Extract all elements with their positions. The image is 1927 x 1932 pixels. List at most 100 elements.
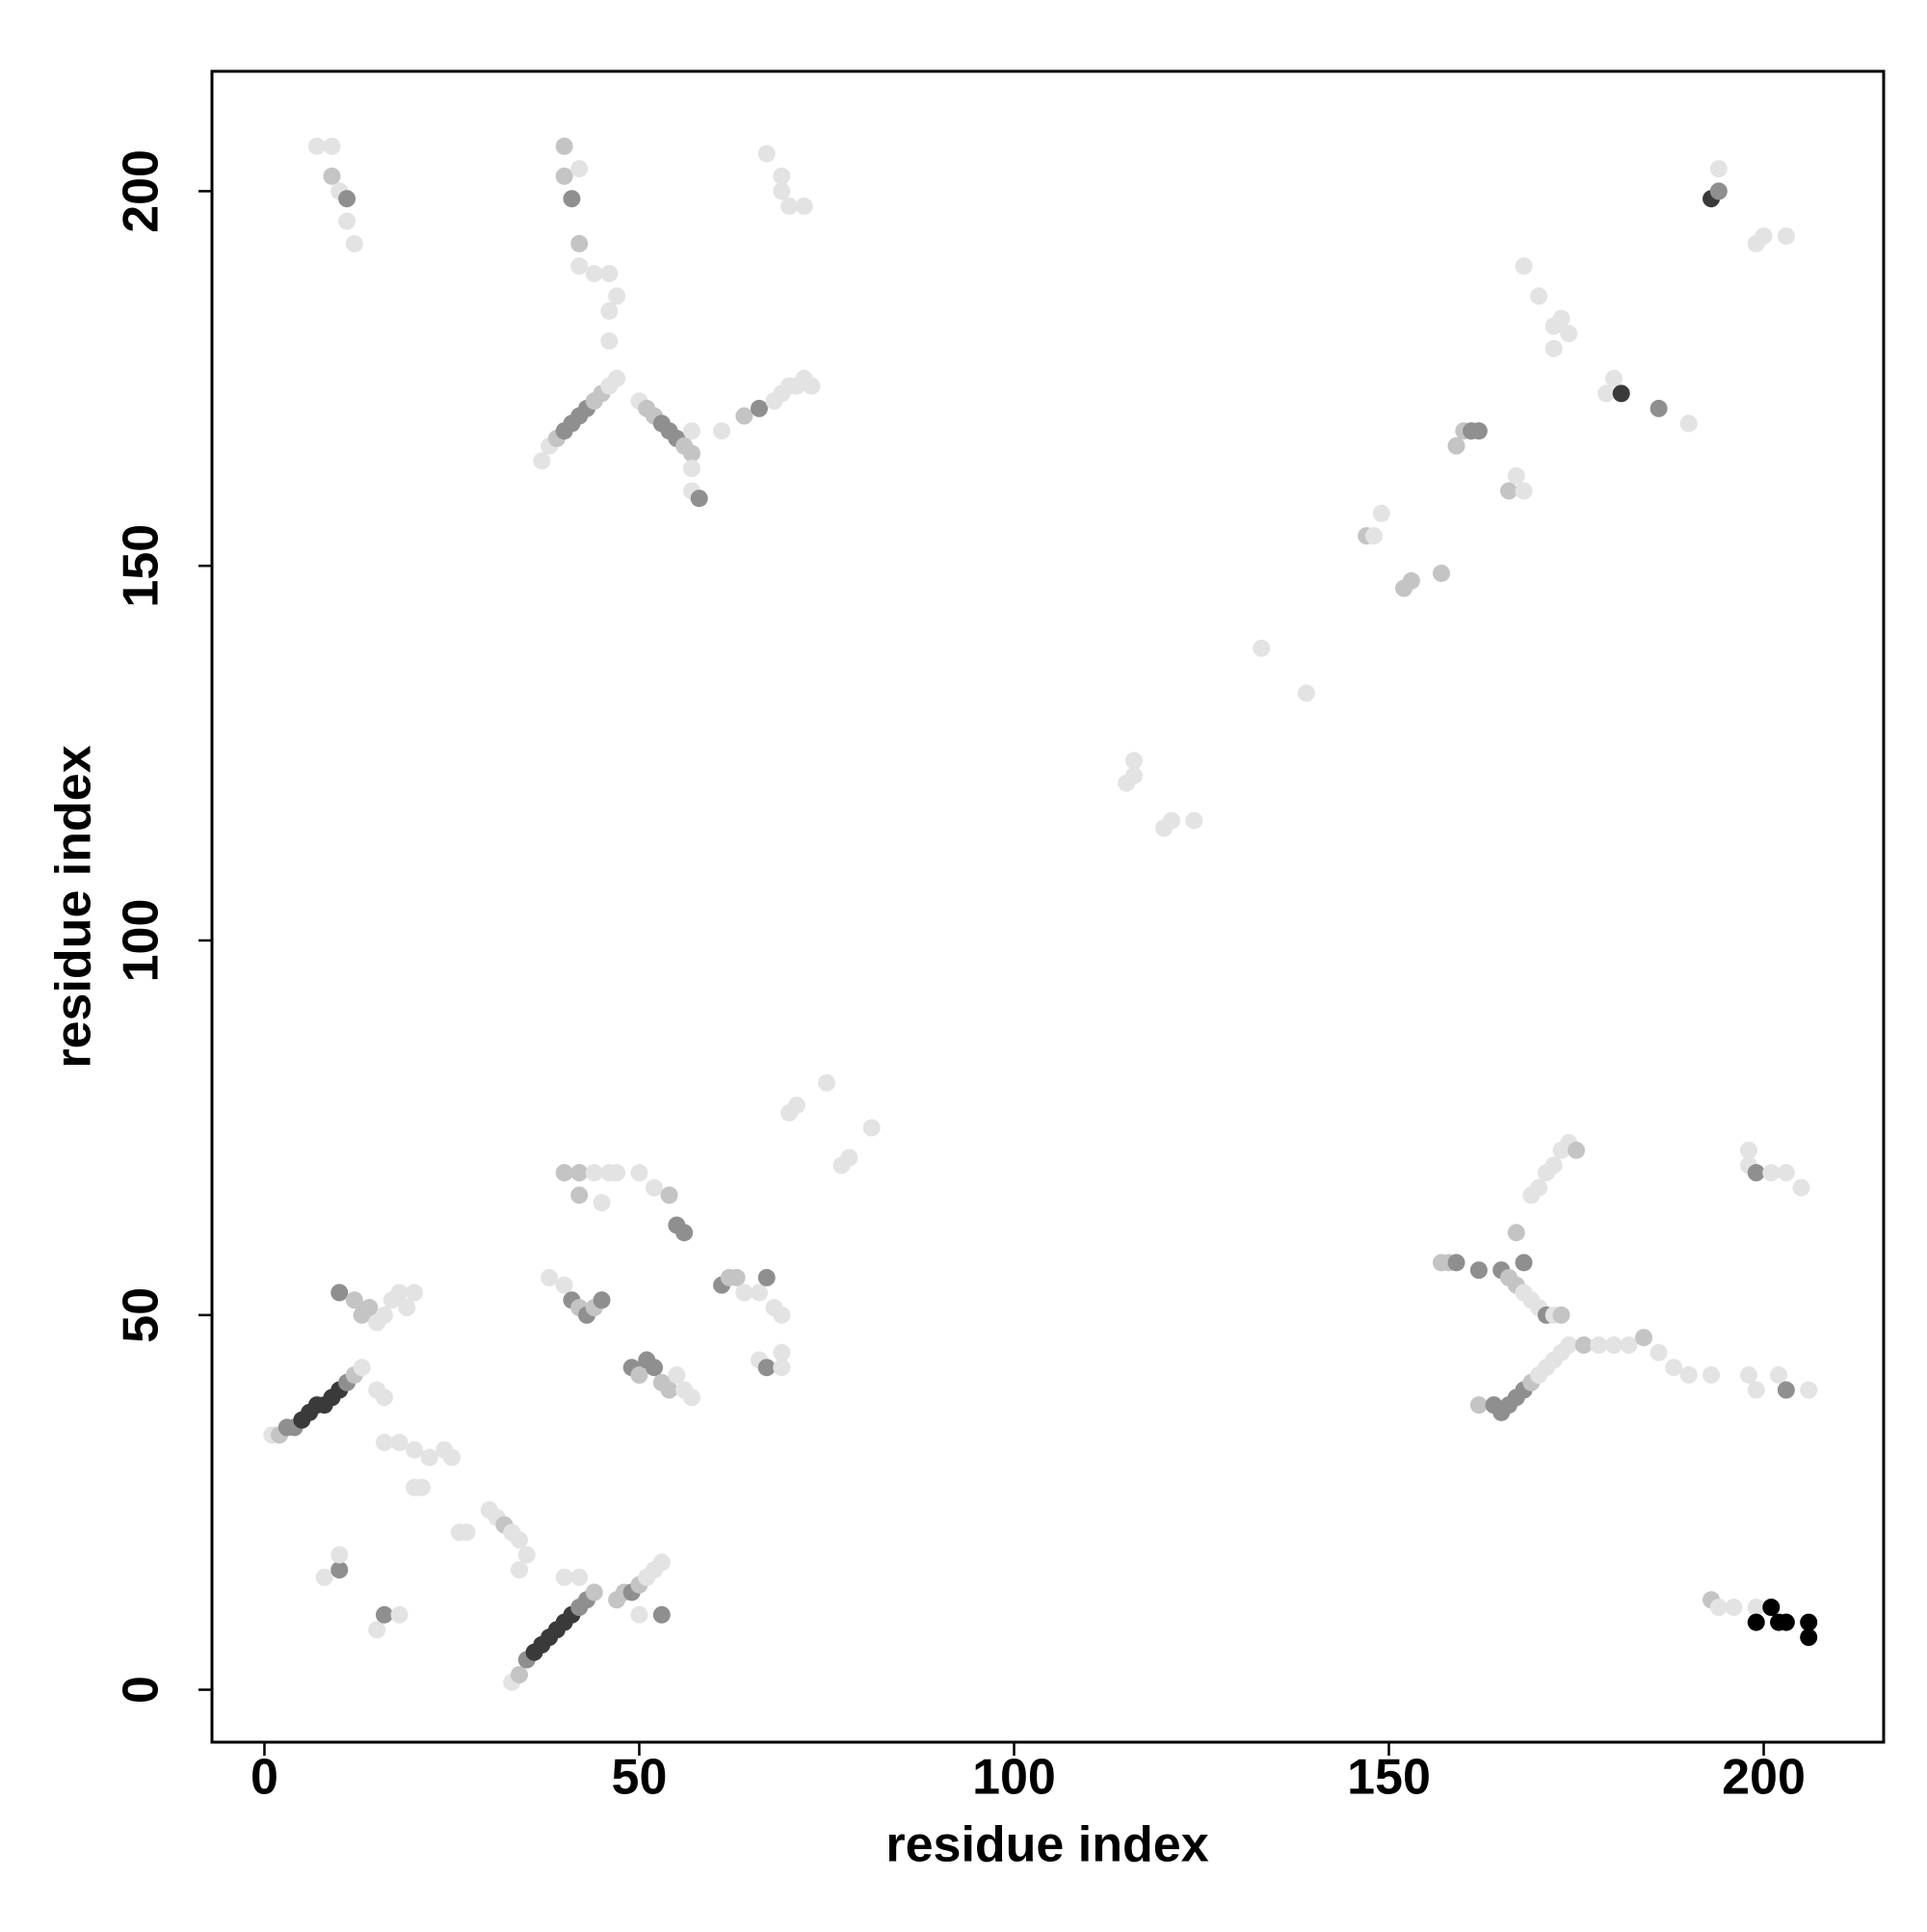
points bbox=[263, 137, 1818, 1691]
plot-frame bbox=[210, 69, 1886, 1744]
point bbox=[735, 407, 753, 425]
point bbox=[646, 1178, 664, 1197]
point bbox=[773, 167, 791, 185]
point bbox=[1755, 227, 1773, 246]
point bbox=[555, 137, 573, 155]
point bbox=[1544, 1156, 1563, 1175]
point bbox=[1530, 1178, 1548, 1197]
point bbox=[1777, 1164, 1795, 1182]
point bbox=[406, 1284, 424, 1302]
point bbox=[375, 1433, 393, 1451]
point bbox=[690, 490, 708, 508]
point bbox=[1792, 1178, 1810, 1197]
point bbox=[682, 422, 700, 440]
point bbox=[555, 167, 573, 185]
point bbox=[585, 264, 603, 282]
point bbox=[375, 1306, 393, 1324]
point bbox=[1544, 339, 1563, 357]
point bbox=[1709, 160, 1728, 178]
point bbox=[570, 1186, 589, 1204]
point bbox=[563, 190, 581, 208]
point bbox=[570, 257, 589, 276]
point bbox=[1747, 1381, 1765, 1399]
point bbox=[735, 1284, 753, 1302]
point bbox=[608, 287, 626, 305]
point bbox=[757, 1268, 776, 1286]
point bbox=[323, 167, 341, 185]
point bbox=[682, 444, 700, 463]
point bbox=[330, 1284, 349, 1302]
point bbox=[795, 197, 813, 215]
point bbox=[757, 145, 776, 163]
point bbox=[1665, 1359, 1683, 1377]
point bbox=[1679, 1365, 1698, 1384]
point bbox=[630, 1365, 648, 1384]
point bbox=[330, 1546, 349, 1564]
point bbox=[510, 1666, 528, 1684]
point bbox=[750, 399, 768, 417]
point bbox=[442, 1448, 461, 1467]
point bbox=[570, 160, 589, 178]
point bbox=[406, 1441, 424, 1459]
point bbox=[1560, 1336, 1578, 1354]
point bbox=[727, 1268, 746, 1286]
point bbox=[375, 1605, 393, 1624]
point bbox=[1552, 1306, 1571, 1324]
point bbox=[630, 1605, 648, 1624]
point bbox=[1253, 639, 1271, 657]
point bbox=[1469, 422, 1488, 440]
point bbox=[555, 1276, 573, 1294]
point bbox=[1747, 1164, 1765, 1182]
point bbox=[600, 331, 619, 350]
point bbox=[713, 422, 731, 440]
point bbox=[1499, 482, 1518, 500]
y-tick-label: 0 bbox=[114, 1676, 170, 1704]
point bbox=[608, 1164, 626, 1182]
point bbox=[1590, 1336, 1608, 1354]
point bbox=[1620, 1336, 1638, 1354]
point bbox=[1747, 1599, 1765, 1617]
point bbox=[1800, 1381, 1818, 1399]
point bbox=[1402, 571, 1420, 590]
point bbox=[652, 1553, 671, 1572]
point bbox=[412, 1478, 431, 1496]
point bbox=[375, 1389, 393, 1407]
point bbox=[757, 1359, 776, 1377]
point bbox=[1185, 811, 1203, 830]
point bbox=[360, 1299, 379, 1317]
point bbox=[398, 1299, 416, 1317]
point bbox=[570, 1568, 589, 1586]
y-tick-label: 150 bbox=[114, 524, 170, 608]
point bbox=[682, 460, 700, 478]
point bbox=[390, 1433, 409, 1451]
point bbox=[1469, 1396, 1488, 1415]
point bbox=[585, 1583, 603, 1601]
y-tick-label: 50 bbox=[114, 1287, 170, 1343]
y-tick-label: 100 bbox=[114, 899, 170, 983]
point bbox=[1432, 564, 1450, 582]
point bbox=[353, 1359, 371, 1377]
point bbox=[1777, 227, 1795, 246]
point bbox=[773, 1306, 791, 1324]
point bbox=[1597, 384, 1616, 403]
point bbox=[630, 1164, 648, 1182]
point bbox=[675, 1224, 694, 1242]
point bbox=[1560, 325, 1578, 343]
point bbox=[1650, 1343, 1668, 1362]
point bbox=[1507, 1224, 1525, 1242]
point bbox=[803, 377, 821, 395]
point bbox=[307, 137, 326, 155]
point bbox=[315, 1568, 333, 1586]
point bbox=[1552, 309, 1571, 328]
point bbox=[1447, 437, 1465, 455]
point bbox=[1777, 1613, 1795, 1631]
point bbox=[510, 1561, 528, 1579]
point bbox=[1507, 466, 1525, 485]
point bbox=[338, 190, 356, 208]
point bbox=[660, 1381, 678, 1399]
point bbox=[541, 1268, 559, 1286]
point bbox=[773, 1359, 791, 1377]
point bbox=[840, 1149, 858, 1167]
point bbox=[1725, 1599, 1743, 1617]
y-axis-title: residue index bbox=[46, 745, 102, 1068]
